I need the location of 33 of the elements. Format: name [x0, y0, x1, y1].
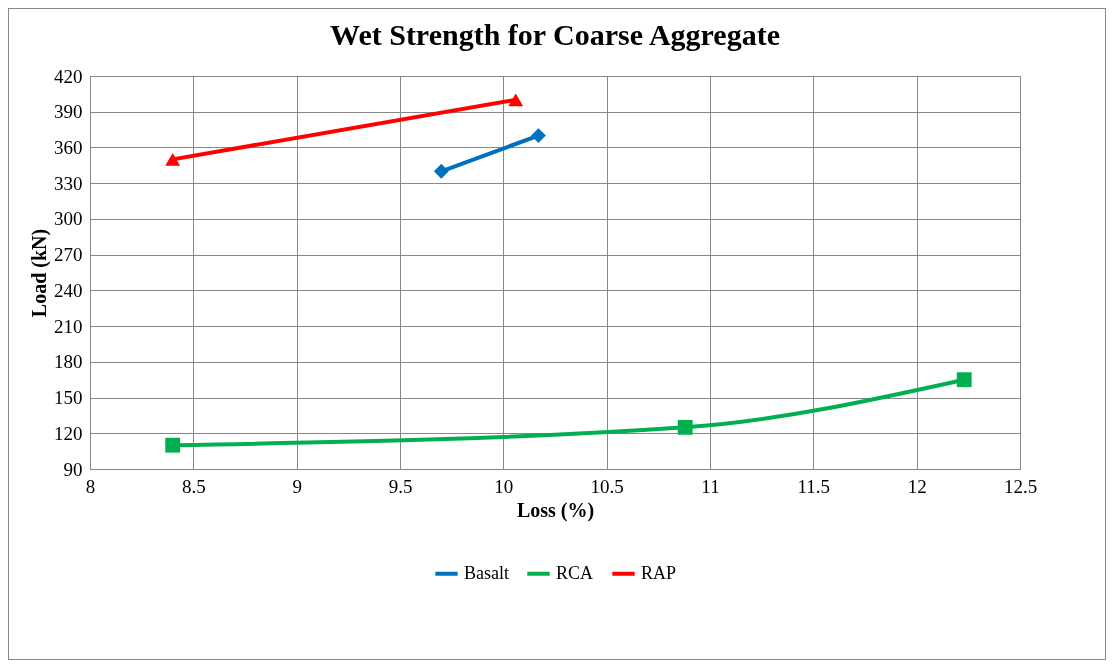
x-tick-label: 11.5: [797, 475, 831, 497]
y-tick-label: 150: [54, 387, 83, 409]
point: [165, 437, 181, 453]
y-tick-label: 240: [54, 279, 83, 301]
point: [677, 419, 693, 435]
x-tick-label: 9.5: [388, 475, 413, 497]
y-tick-label: 330: [54, 172, 83, 194]
legend-label: RAP: [641, 562, 677, 583]
chart-title: Wet Strength for Coarse Aggregate: [330, 18, 780, 51]
legend-label: Basalt: [464, 562, 509, 583]
point: [956, 372, 972, 388]
legend-label: RCA: [556, 562, 594, 583]
y-tick-label: 420: [54, 65, 83, 87]
point: [433, 163, 449, 179]
y-tick-label: 120: [54, 422, 83, 444]
y-tick-label: 360: [54, 136, 83, 158]
x-tick-label: 9: [292, 475, 302, 497]
x-tick-label: 10.5: [590, 475, 624, 497]
x-tick-label: 11: [701, 475, 720, 497]
x-tick-label: 8: [85, 475, 96, 497]
y-tick-label: 390: [54, 101, 83, 123]
y-tick-label: 300: [54, 208, 83, 230]
x-axis-title: Loss (%): [516, 498, 595, 522]
y-tick-label: 180: [54, 351, 83, 373]
x-tick-label: 10: [494, 475, 514, 497]
point: [531, 128, 546, 143]
y-tick-label: 270: [54, 244, 83, 266]
y-tick-label: 90: [63, 458, 83, 480]
y-tick-label: 210: [54, 315, 83, 337]
y-axis-title: Load (kN): [28, 228, 51, 318]
x-tick-label: 12: [907, 475, 927, 497]
x-tick-label: 12.5: [1003, 475, 1038, 497]
x-tick-label: 8.5: [181, 475, 206, 497]
